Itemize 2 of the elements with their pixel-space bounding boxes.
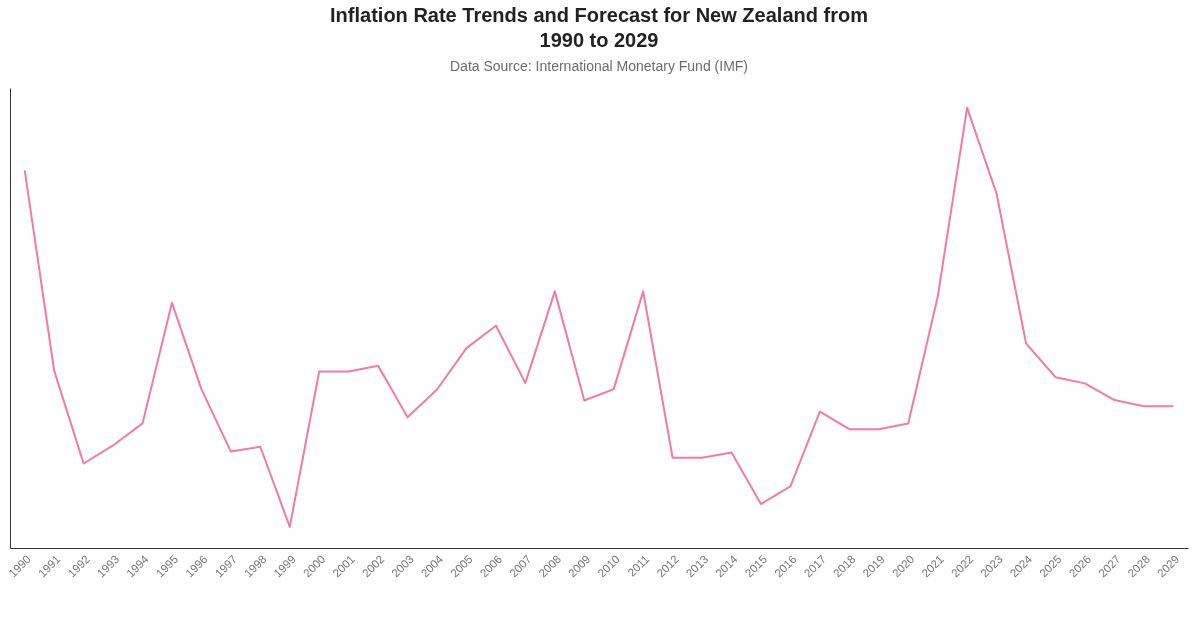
chart-subtitle: Data Source: International Monetary Fund (IMF): [449, 58, 749, 74]
chart-title: Inflation Rate Trends and Forecast for New Zealand from 1990 to 2029: [330, 4, 868, 51]
